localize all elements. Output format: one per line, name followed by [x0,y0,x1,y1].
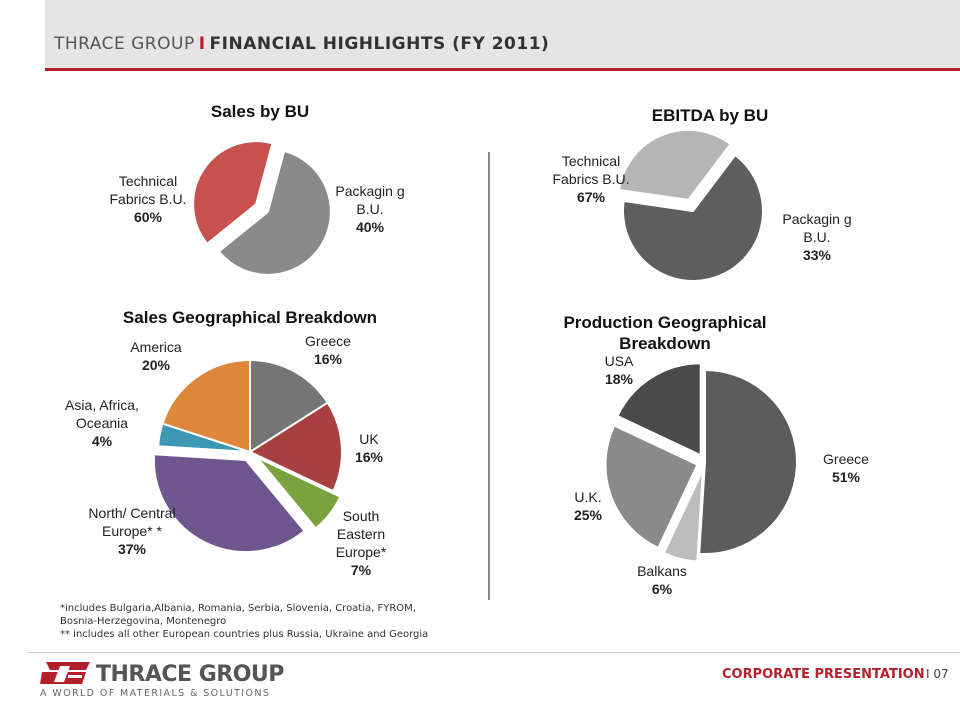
prod-uk-name: U.K. [574,489,602,505]
footnote-1: *includes Bulgaria,Albania, Romania, Ser… [60,603,416,614]
geo-see-name: South Eastern Europe* [335,508,387,560]
ebitda-tf-name: Technical Fabrics B.U. [552,153,630,187]
geo-greece-label: Greece 16% [290,332,366,368]
pie-slice-greece [698,368,799,555]
pie-slice-uk [247,401,343,493]
prod-balkans-value: 6% [651,581,673,597]
ebitda-pk-value: 33% [802,247,832,263]
prod-usa-label: USA 18% [584,352,654,388]
geo-asia-value: 4% [91,433,113,449]
prod-usa-value: 18% [604,371,634,387]
vertical-divider [488,152,490,600]
geo-north-label: North/ Central Europe* * 37% [86,504,178,578]
prod-uk-value: 25% [573,507,603,523]
sales-pk-name: Packagin g B.U. [335,183,405,217]
company-logo: THRACE GROUP A WORLD OF MATERIALS & SOLU… [40,660,284,699]
pie-slice-north-central-europe [152,453,306,554]
header-title: FINANCIAL HIGHLIGHTS (FY 2011) [209,34,550,54]
header-separator: I [198,34,206,54]
pie-slice-technical-fabrics [622,153,764,282]
prod-uk-label: U.K. 25% [553,488,623,524]
geo-uk-name: UK [359,431,379,447]
prod-balkans-label: Balkans 6% [622,562,702,598]
geo-asia-label: Asia, Africa, Oceania 4% [62,396,142,450]
ebitda-pk-name: Packagin g B.U. [782,211,852,245]
footer-divider [28,652,960,653]
logo-name: THRACE GROUP [96,662,284,687]
footnote-3: ** includes all other European countries… [60,629,429,640]
geo-america-label: America 20% [118,338,194,374]
ebitda-pk-label: Packagin g B.U. 33% [779,210,855,264]
production-geo-title: Production Geographical Breakdown [540,312,790,354]
logo-mark-icon [40,662,90,684]
pie-slice-balkans [662,469,705,563]
prod-greece-name: Greece [823,451,869,467]
prod-greece-label: Greece 51% [811,450,881,486]
corporate-presentation-label: CORPORATE PRESENTATION [722,667,925,682]
sales-tf-value: 60% [133,209,163,225]
ebitda-by-bu-title: EBITDA by BU [651,106,769,125]
production-geo-title-line2: Breakdown [619,334,711,353]
pie-slice-technical-fabrics [217,149,332,276]
geo-north-name: North/ Central Europe* * [88,505,176,539]
pie-slice-uk [604,424,699,550]
geo-north-value: 37% [117,541,147,557]
pie-slice-america [161,358,251,454]
geo-asia-name: Asia, Africa, Oceania [65,397,139,431]
header-company: THRACE GROUP [54,34,195,54]
geo-america-value: 20% [141,357,171,373]
pie-slice-packaging [618,128,732,201]
pie-slice-greece [249,358,330,454]
page-number: I 07 [926,667,949,681]
sales-pk-label: Packagin g B.U. 40% [332,182,408,236]
footnotes: *includes Bulgaria,Albania, Romania, Ser… [60,602,428,641]
page-title: THRACE GROUP I FINANCIAL HIGHLIGHTS (FY 20… [54,34,549,54]
logo-tagline: A WORLD OF MATERIALS & SOLUTIONS [40,688,271,699]
prod-balkans-name: Balkans [637,563,687,579]
sales-by-bu-pie [192,140,332,276]
sales-geo-pie [152,358,343,554]
footnote-2: Bosnia-Herzegovina, Montenegro [60,616,227,627]
header-bar [45,0,960,68]
sales-pk-value: 40% [355,219,385,235]
pie-slice-south-eastern-europe [256,456,342,530]
prod-usa-name: USA [604,353,634,369]
geo-uk-value: 16% [354,449,384,465]
sales-by-bu-title: Sales by BU [210,102,310,121]
production-geo-pie [604,362,799,563]
ebitda-by-bu-pie [618,128,764,282]
sales-geo-title: Sales Geographical Breakdown [122,308,378,327]
pie-slice-usa [616,362,702,457]
ebitda-tf-label: Technical Fabrics B.U. 67% [546,152,636,206]
ebitda-tf-value: 67% [576,189,606,205]
geo-see-label: South Eastern Europe* 7% [323,507,399,579]
sales-tf-label: Technical Fabrics B.U. 60% [103,172,193,226]
geo-see-value: 7% [350,562,372,578]
geo-greece-name: Greece [305,333,351,349]
production-geo-title-line1: Production Geographical [563,313,767,332]
geo-greece-value: 16% [313,351,343,367]
sales-tf-name: Technical Fabrics B.U. [109,173,187,207]
geo-uk-label: UK 16% [340,430,398,466]
header-divider [45,68,960,71]
geo-america-name: America [130,339,182,355]
prod-greece-value: 51% [831,469,861,485]
pie-slice-packaging [192,140,274,246]
